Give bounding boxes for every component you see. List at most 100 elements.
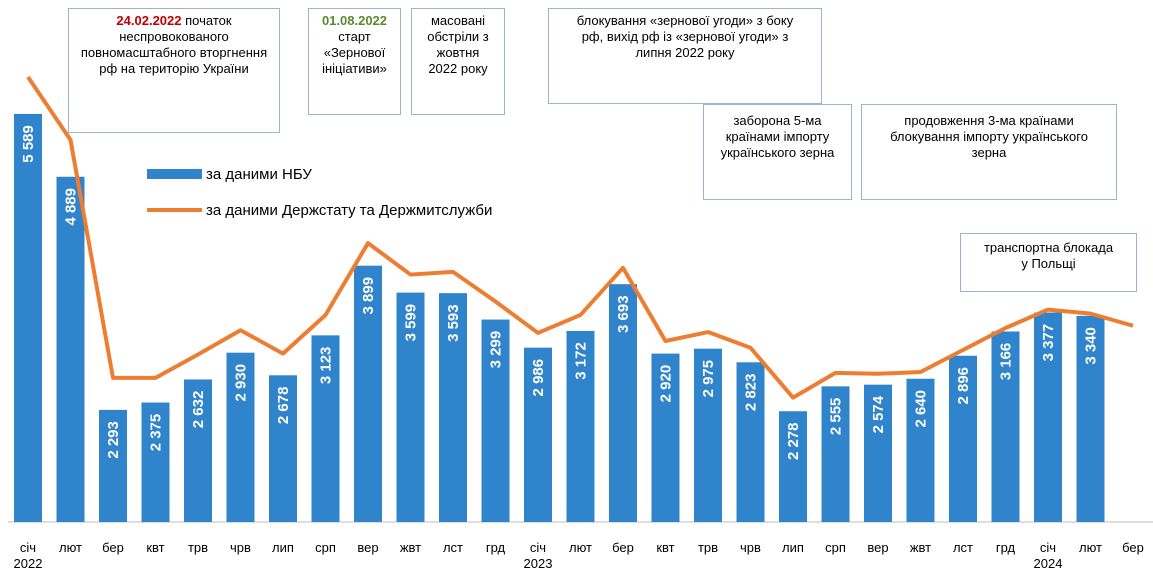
value-label: 3 593 (445, 304, 462, 342)
value-label: 2 930 (233, 364, 250, 402)
x-tick-label: січ (1040, 540, 1056, 555)
value-label: 2 555 (828, 398, 845, 436)
value-label: 3 899 (360, 277, 377, 315)
bar (1076, 315, 1105, 522)
x-year-label: 2023 (524, 556, 553, 571)
x-tick-label: бер (1122, 540, 1144, 555)
x-tick-label: січ (20, 540, 36, 555)
x-tick-label: срп (315, 540, 336, 555)
annotation-text: масовані обстріли з жовтня 2022 року (427, 13, 489, 76)
annotation-text: транспортна блокада у Польщі (983, 240, 1114, 271)
x-tick-label: бер (612, 540, 634, 555)
x-tick-label: жвт (400, 540, 421, 555)
x-tick-label: січ (530, 540, 546, 555)
value-label: 3 166 (998, 343, 1015, 381)
bar (481, 319, 510, 522)
value-label: 2 986 (530, 359, 547, 397)
bar (694, 348, 722, 522)
bar (311, 335, 340, 522)
bar (651, 353, 680, 522)
x-tick-label: жвт (910, 540, 931, 555)
bar (864, 384, 892, 522)
bar (991, 331, 1020, 522)
x-tick-label: лют (569, 540, 592, 555)
x-tick-label: лст (953, 540, 973, 555)
bar (821, 386, 850, 522)
value-label: 2 823 (743, 374, 760, 412)
annotation-text: старт «Зернової ініціативи» (322, 29, 387, 76)
bar (736, 362, 765, 522)
annotation-text: блокування «зернової угоди» з боку рф, в… (576, 13, 794, 60)
annotation-text: початок неспровокованого повномасштабног… (80, 13, 268, 76)
annotation-text: заборона 5-ма країнами імпорту українськ… (720, 113, 835, 160)
bar (14, 113, 42, 522)
annotation: заборона 5-ма країнами імпорту українськ… (703, 104, 852, 200)
bar (906, 378, 935, 522)
value-label: 4 889 (63, 188, 80, 226)
annotation: продовження 3-ма країнами блокування імп… (861, 104, 1117, 200)
value-label: 2 293 (105, 421, 122, 459)
bar (354, 265, 382, 522)
value-label: 3 693 (615, 295, 632, 333)
x-tick-label: трв (698, 540, 718, 555)
x-tick-label: вер (867, 540, 888, 555)
x-tick-label: грд (486, 540, 506, 555)
x-tick-label: лют (1079, 540, 1102, 555)
bar (99, 409, 127, 522)
bar (566, 330, 595, 522)
value-label: 2 375 (148, 414, 165, 452)
x-tick-label: вер (357, 540, 378, 555)
value-label: 2 678 (275, 387, 292, 425)
bar (226, 352, 255, 522)
x-year-label: 2022 (14, 556, 43, 571)
annotation-text: продовження 3-ма країнами блокування імп… (890, 113, 1088, 160)
x-year-label: 2024 (1034, 556, 1063, 571)
bar (1034, 312, 1062, 522)
annotation: масовані обстріли з жовтня 2022 року (411, 8, 505, 115)
value-label: 3 599 (403, 304, 420, 342)
annotation: 24.02.2022 початок неспровокованого повн… (68, 8, 280, 133)
bar (269, 375, 297, 522)
bar (439, 293, 467, 522)
value-label: 3 340 (1083, 327, 1100, 365)
x-tick-label: срп (825, 540, 846, 555)
x-tick-label: квт (656, 540, 674, 555)
x-tick-label: чрв (740, 540, 761, 555)
annotation-date: 01.08.2022 (321, 13, 388, 28)
annotation: блокування «зернової угоди» з боку рф, в… (548, 8, 822, 104)
x-tick-label: лип (272, 540, 294, 555)
value-label: 2 574 (870, 395, 887, 433)
value-label: 3 123 (318, 347, 335, 385)
bar (141, 402, 170, 522)
value-label: 2 975 (700, 360, 717, 398)
bar (396, 292, 425, 522)
legend-swatch (147, 169, 202, 179)
value-label: 3 299 (488, 331, 505, 369)
value-label: 2 640 (913, 390, 930, 428)
value-label: 2 278 (785, 422, 802, 460)
value-label: 2 632 (190, 391, 207, 429)
x-tick-label: лип (782, 540, 804, 555)
x-tick-label: лст (443, 540, 463, 555)
bar (609, 284, 637, 522)
line (26, 75, 1134, 400)
value-label: 2 920 (658, 365, 675, 403)
value-label: 3 172 (573, 342, 590, 380)
legend-label: за даними Держстату та Держмитслужби (206, 202, 492, 219)
annotation: транспортна блокада у Польщі (960, 233, 1137, 292)
value-label: 2 896 (955, 367, 972, 405)
x-tick-label: трв (188, 540, 208, 555)
x-tick-label: грд (996, 540, 1016, 555)
bar (779, 411, 807, 522)
annotation-date: 24.02.2022 (116, 13, 182, 28)
x-tick-label: бер (102, 540, 124, 555)
x-tick-label: чрв (230, 540, 251, 555)
x-tick-label: квт (146, 540, 164, 555)
bar (949, 355, 977, 522)
bar (56, 176, 85, 522)
bar (524, 347, 552, 522)
legend-label: за даними НБУ (206, 166, 312, 183)
x-tick-label: лют (59, 540, 82, 555)
